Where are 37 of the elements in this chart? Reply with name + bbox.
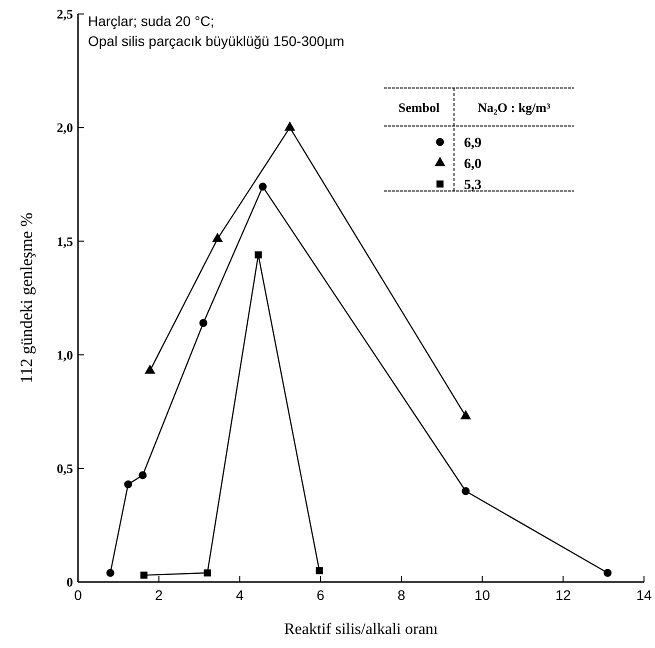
y-tick-label: 2,0	[56, 120, 73, 136]
point	[462, 487, 470, 496]
point	[124, 480, 132, 488]
point	[140, 572, 148, 579]
y-tick-label: 0,5	[56, 460, 74, 476]
x-tick-label: 6	[316, 587, 325, 603]
x-axis-title: Reaktif silis/alkali oranı	[284, 621, 438, 638]
point	[199, 319, 208, 327]
point	[604, 568, 612, 577]
annotation: Sembol	[398, 100, 440, 115]
x-tick-label: 4	[236, 587, 244, 603]
point	[212, 232, 223, 242]
y-tick-label: 1,0	[56, 347, 73, 362]
point	[106, 568, 114, 577]
point	[258, 182, 267, 191]
legend-label: 6,0	[464, 156, 482, 172]
y-tick-label: 1,5	[56, 234, 74, 249]
y-tick-label: 2,5	[56, 6, 74, 22]
annotation: Harçlar; suda 20 °C;	[88, 13, 214, 29]
y-tick-label: 0	[66, 574, 73, 590]
point	[138, 471, 147, 480]
x-tick-label: 8	[398, 587, 406, 603]
legend-label: 5,3	[464, 178, 482, 193]
point	[204, 569, 211, 576]
x-tick-label: 10	[474, 587, 490, 603]
x-tick-label: 12	[555, 587, 572, 603]
point	[144, 364, 156, 374]
x-tick-label: 2	[154, 587, 163, 603]
legend-title: Na₂O : kg/m³	[478, 100, 550, 115]
point	[460, 410, 472, 420]
x-tick-label: 14	[636, 587, 652, 603]
legend-label: 6,9	[464, 136, 482, 151]
y-axis-title: 112 gündeki genleşme %	[17, 212, 36, 384]
point	[284, 121, 296, 131]
point	[254, 251, 262, 258]
annotation: Opal silis parçacık büyüklüğü 150-300µm	[88, 33, 344, 49]
point	[316, 567, 323, 574]
